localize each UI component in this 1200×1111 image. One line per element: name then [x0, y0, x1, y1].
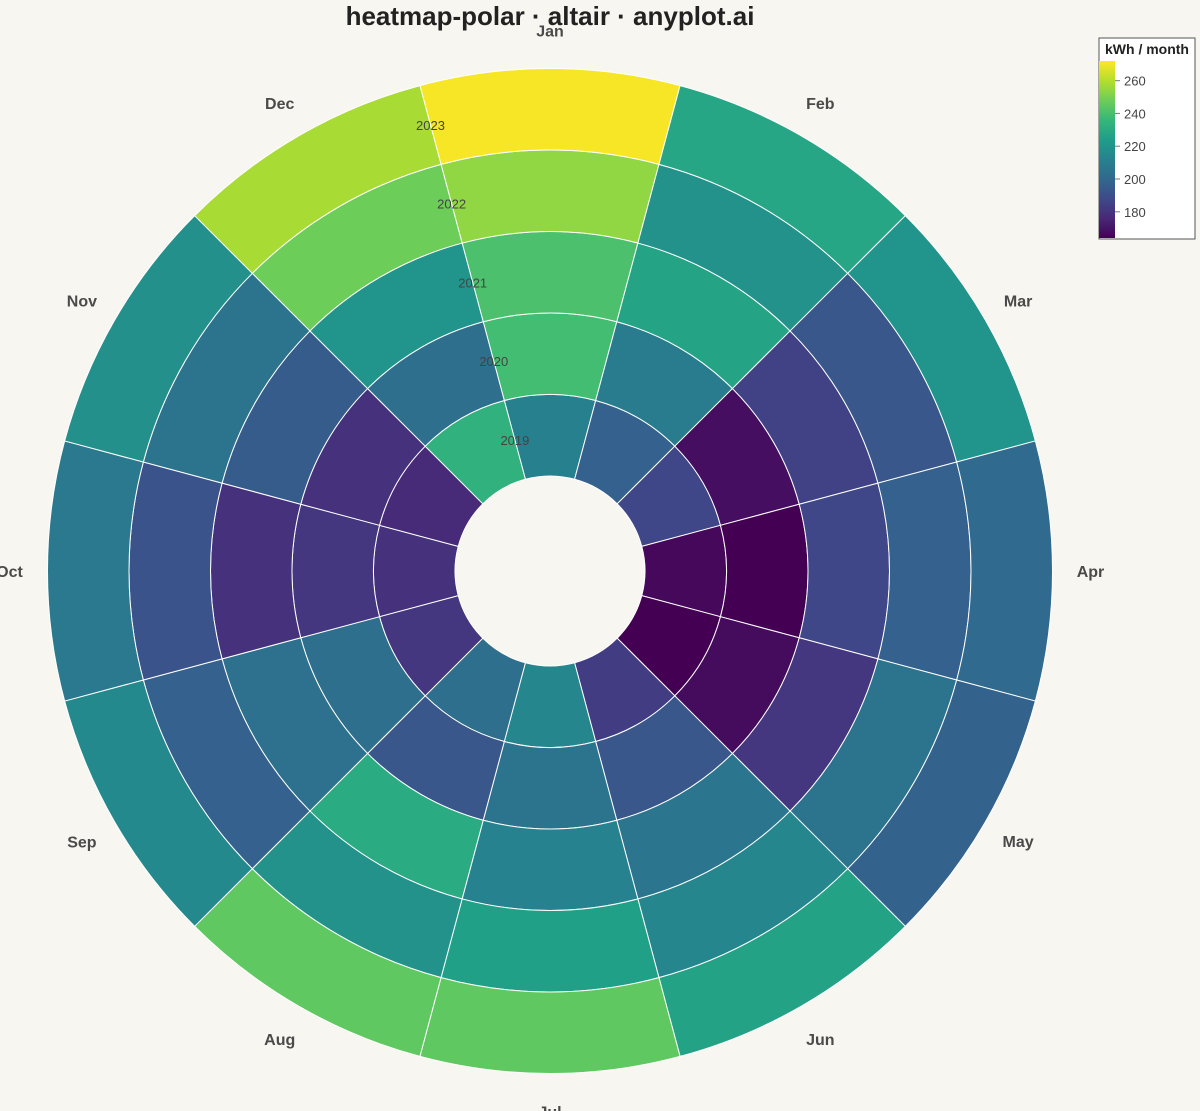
chart-title: heatmap-polar · altair · anyplot.ai — [346, 1, 755, 31]
legend-tick-label-220: 220 — [1124, 139, 1146, 154]
month-label-jul: Jul — [538, 1105, 561, 1111]
heatmap-cells — [47, 68, 1053, 1074]
month-label-jun: Jun — [806, 1032, 834, 1049]
heatmap-cell-2022-apr — [877, 461, 972, 681]
month-label-may: May — [1003, 834, 1034, 851]
month-labels: Jan Feb Mar Apr May Jun Jul Aug Sep Oct Nov Dec — [0, 24, 1104, 1111]
heatmap-cell-2022-jan — [440, 149, 660, 244]
legend-tick-label-200: 200 — [1124, 172, 1146, 187]
heatmap-cell-2023-apr — [956, 440, 1053, 702]
year-label-2019: 2019 — [500, 433, 529, 448]
heatmap-cell-2023-jul — [419, 977, 681, 1074]
year-label-2020: 2020 — [479, 354, 508, 369]
year-label-2023: 2023 — [416, 118, 445, 133]
heatmap-cell-2021-jan — [461, 231, 639, 323]
month-label-sep: Sep — [67, 834, 97, 851]
month-label-apr: Apr — [1077, 564, 1105, 581]
heatmap-cell-2023-jan — [419, 68, 681, 165]
legend-title: kWh / month — [1105, 41, 1189, 57]
heatmap-cell-2023-dec — [193, 85, 442, 275]
year-label-2021: 2021 — [458, 275, 487, 290]
heatmap-cell-2022-oct — [128, 461, 223, 681]
heatmap-cell-2021-oct — [210, 482, 302, 660]
month-label-aug: Aug — [264, 1032, 295, 1049]
year-label-2022: 2022 — [437, 197, 466, 212]
month-label-dec: Dec — [265, 96, 294, 113]
legend-tick-label-240: 240 — [1124, 106, 1146, 121]
color-legend: kWh / month 180 200 220 240 260 — [1098, 37, 1196, 240]
legend-gradient-bar — [1099, 61, 1115, 238]
heatmap-cell-2022-jul — [440, 898, 660, 993]
year-labels: 2019 2020 2021 2022 2023 — [416, 118, 529, 448]
month-label-feb: Feb — [806, 96, 835, 113]
month-label-nov: Nov — [67, 294, 97, 311]
heatmap-cell-2020-jul — [482, 740, 618, 830]
legend-tick-label-260: 260 — [1124, 74, 1146, 89]
legend-tick-label-180: 180 — [1124, 205, 1146, 220]
heatmap-cell-2021-jul — [461, 819, 639, 911]
heatmap-cell-2020-apr — [719, 503, 809, 639]
month-label-mar: Mar — [1004, 294, 1032, 311]
month-label-oct: Oct — [0, 564, 24, 581]
heatmap-cell-2023-oct — [47, 440, 144, 702]
month-label-jan: Jan — [536, 24, 564, 41]
heatmap-cell-2020-oct — [291, 503, 381, 639]
heatmap-cell-2021-apr — [798, 482, 890, 660]
legend-ticks: 180 200 220 240 260 — [1115, 74, 1146, 220]
